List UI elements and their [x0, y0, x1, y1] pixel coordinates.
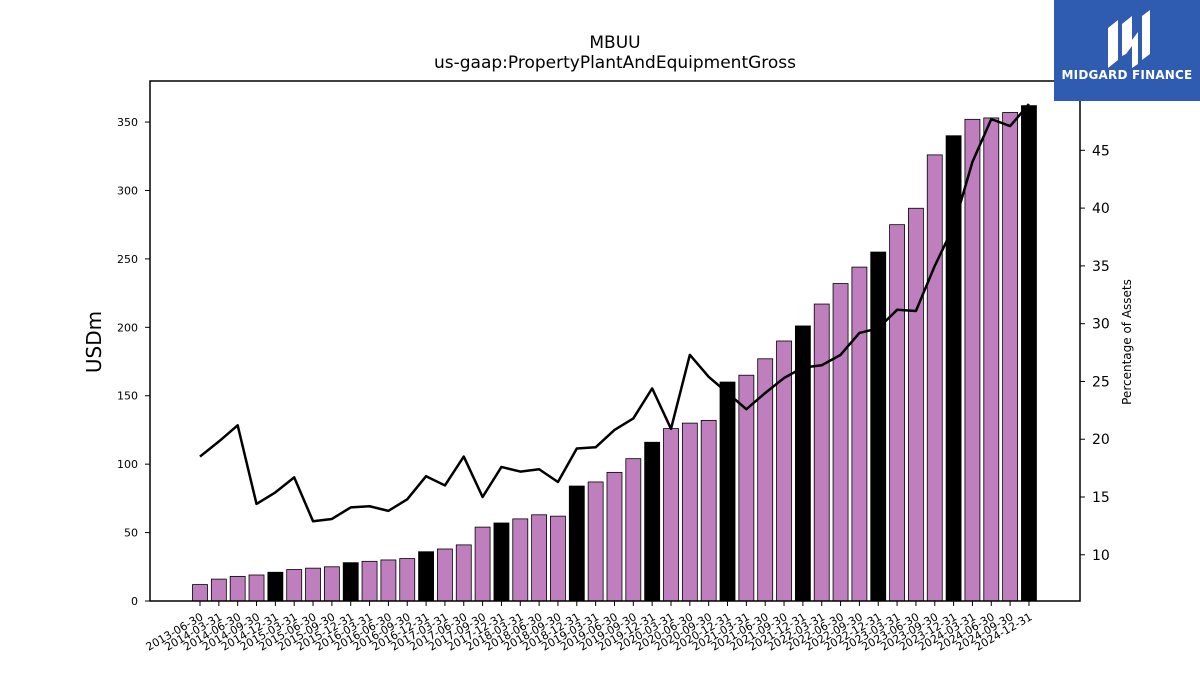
bar	[851, 266, 868, 602]
chart-subtitle: us-gaap:PropertyPlantAndEquipmentGross	[433, 53, 797, 73]
y-tick-label: 150	[117, 390, 138, 403]
bar	[983, 117, 1000, 602]
bar	[248, 574, 265, 602]
y-axis-label: USDm	[82, 311, 106, 373]
y2-tick-label: 15	[1092, 490, 1110, 506]
bar	[361, 560, 378, 602]
series-line	[199, 103, 1030, 523]
y-tick-label: 100	[117, 458, 138, 471]
bar	[606, 471, 623, 602]
bar	[870, 251, 887, 602]
y-tick-label: 250	[117, 253, 138, 266]
bar	[229, 575, 246, 602]
bar	[380, 559, 397, 602]
brand-name: MIDGARD FINANCE	[1061, 68, 1193, 82]
bar	[1021, 105, 1037, 602]
bar	[776, 340, 792, 602]
bar	[926, 154, 943, 602]
bar	[568, 485, 585, 602]
bar	[474, 526, 491, 602]
bar	[455, 544, 472, 602]
bar	[267, 571, 284, 602]
bar	[700, 419, 717, 602]
bar	[813, 303, 830, 602]
bar	[286, 569, 303, 602]
y-tick-label: 0	[131, 595, 138, 608]
midgard-logo-icon	[1108, 10, 1150, 68]
bar	[342, 562, 359, 602]
y-tick-label: 50	[124, 527, 138, 540]
y-tick-label: 350	[117, 116, 138, 129]
y-tick-label: 200	[117, 321, 138, 334]
bar	[644, 441, 661, 602]
bar	[550, 515, 566, 602]
y2-tick-label: 40	[1092, 201, 1110, 217]
bar	[663, 428, 679, 602]
bar	[531, 514, 548, 602]
bar	[908, 207, 924, 602]
y2-tick-label: 20	[1092, 432, 1110, 448]
y2-tick-label: 35	[1092, 259, 1110, 275]
bar	[1002, 112, 1019, 602]
chart-title: MBUU	[589, 33, 641, 53]
bar	[210, 578, 227, 602]
bar	[587, 481, 604, 602]
y2-tick-label: 25	[1092, 374, 1110, 390]
bar	[681, 422, 698, 602]
bar	[719, 381, 736, 602]
bar	[493, 522, 510, 602]
bar	[964, 118, 981, 602]
bar	[832, 283, 849, 602]
bar	[418, 551, 434, 602]
bar	[625, 458, 642, 602]
brand-logo: MIDGARD FINANCE	[1054, 0, 1200, 101]
y2-tick-label: 45	[1092, 143, 1110, 159]
bar	[757, 358, 774, 602]
y-tick-label: 300	[117, 184, 138, 197]
bar	[512, 518, 529, 602]
y2-tick-label: 10	[1092, 548, 1110, 564]
plot-frame	[149, 80, 1081, 602]
bar	[305, 567, 321, 602]
bar	[889, 224, 905, 602]
y2-tick-label: 30	[1092, 317, 1110, 333]
y2-axis-label: Percentage of Assets	[1120, 279, 1134, 405]
bar	[437, 548, 453, 602]
bar	[323, 566, 340, 602]
bar	[192, 584, 208, 602]
bar	[399, 558, 416, 602]
